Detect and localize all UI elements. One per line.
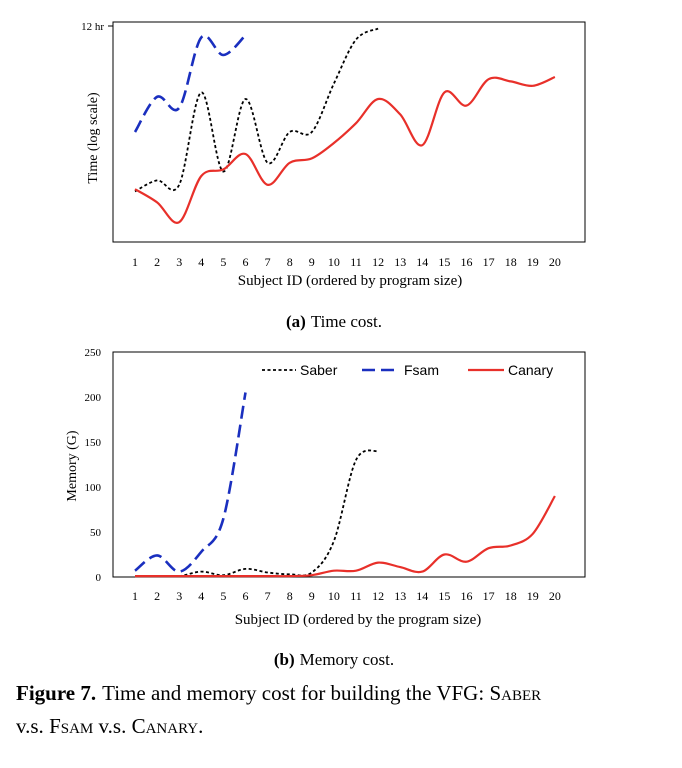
caption-line-1: Time and memory cost for building the VF… [102,681,541,705]
caption-word: v.s. [93,714,126,738]
series-line-fsam [134,392,247,573]
x-tick-label: 20 [549,255,561,269]
x-tick-label: 4 [198,589,204,603]
x-tick-label: 6 [243,255,249,269]
y-tick-labels: 0 50 100 150 200 250 [85,347,102,584]
y-axis-title: Memory (G) [65,430,80,501]
x-tick-label: 18 [505,589,517,603]
x-tick-label: 12 [372,255,384,269]
subcaption-text-b: Memory cost. [300,650,394,669]
subcaption-b: (b) Memory cost. [274,650,394,669]
x-tick-label: 17 [483,255,495,269]
series-line-fsam [133,34,247,133]
x-tick-label: 13 [394,589,406,603]
series-lines [133,27,556,224]
x-tick-label: 15 [438,255,450,269]
x-tick-label: 7 [265,589,271,603]
x-tick-label: 20 [549,589,561,603]
x-tick-label: 3 [176,589,182,603]
x-tick-label: 1 [132,589,138,603]
caption-word: v.s. [16,714,44,738]
y-tick-label: 12 hr [81,21,104,33]
x-tick-label: 15 [438,589,450,603]
x-tick-label: 19 [527,589,539,603]
legend-label-canary: Canary [508,362,553,378]
x-tick-label: 3 [176,255,182,269]
caption-system-name: Saber [489,681,541,705]
legend: Saber Fsam Canary [262,362,553,378]
figure-caption: Figure 7. Time and memory cost for buildi… [16,681,541,705]
legend-label-saber: Saber [300,362,338,378]
figure-label: Figure 7. [16,681,96,705]
x-tick-label: 14 [416,589,428,603]
y-tick-label: 200 [85,392,102,404]
x-tick-label: 11 [350,589,362,603]
x-tick-label: 10 [328,589,340,603]
x-tick-label: 12 [372,589,384,603]
series-lines [134,392,556,578]
x-tick-label: 19 [527,255,539,269]
legend-label-fsam: Fsam [404,362,439,378]
x-tick-labels: 1 2 3 4 5 6 7 8 9 10 11 12 13 14 15 16 17 18 19 20 [132,255,561,269]
x-tick-label: 8 [287,255,293,269]
x-tick-label: 16 [461,255,473,269]
time-cost-chart: 12 hr Time (log scale) 1 2 3 4 5 6 7 8 9 10 11 12 13… [81,21,586,289]
panel-label-b: (b) [274,650,295,669]
panel-label-a: (a) [286,312,306,331]
x-tick-labels: 1 2 3 4 5 6 7 8 9 10 11 12 13 14 15 16 17 18 19 20 [132,589,561,603]
y-tick-label: 250 [85,347,102,359]
x-tick-label: 2 [154,255,160,269]
x-axis-title: Subject ID (ordered by the program size) [235,612,482,628]
x-tick-label: 17 [483,589,495,603]
x-tick-label: 9 [309,589,315,603]
x-tick-label: 5 [220,255,226,269]
series-line-saber [134,27,379,193]
subcaption-text-a: Time cost. [311,312,382,331]
series-line-saber [135,449,379,578]
y-tick-label: 150 [85,437,102,449]
y-tick-label: 100 [85,482,102,494]
x-tick-label: 14 [416,255,428,269]
x-tick-label: 13 [394,255,406,269]
x-tick-label: 2 [154,589,160,603]
x-tick-label: 5 [220,589,226,603]
caption-system-name: Canary. [126,714,203,738]
x-tick-label: 9 [309,255,315,269]
x-tick-label: 10 [328,255,340,269]
plot-frame [112,21,586,243]
caption-line-2: v.s. Fsam v.s. Canary. [16,714,203,738]
y-tick-label: 0 [96,572,102,584]
figure-caption-line-2: v.s. Fsam v.s. Canary. [16,714,203,738]
caption-system-name: Fsam [44,714,93,738]
x-tick-label: 1 [132,255,138,269]
x-tick-label: 18 [505,255,517,269]
x-tick-label: 8 [287,589,293,603]
series-line-canary [135,495,556,578]
x-axis-title: Subject ID (ordered by program size) [238,273,463,289]
x-tick-label: 11 [350,255,362,269]
y-axis-title: Time (log scale) [86,92,101,184]
x-tick-label: 7 [265,255,271,269]
subcaption-a: (a) Time cost. [286,312,382,331]
x-tick-label: 6 [243,589,249,603]
series-line-canary [134,75,556,224]
plot-frame [112,351,586,578]
x-tick-label: 16 [461,589,473,603]
x-tick-label: 4 [198,255,204,269]
y-tick-label: 50 [90,527,102,539]
